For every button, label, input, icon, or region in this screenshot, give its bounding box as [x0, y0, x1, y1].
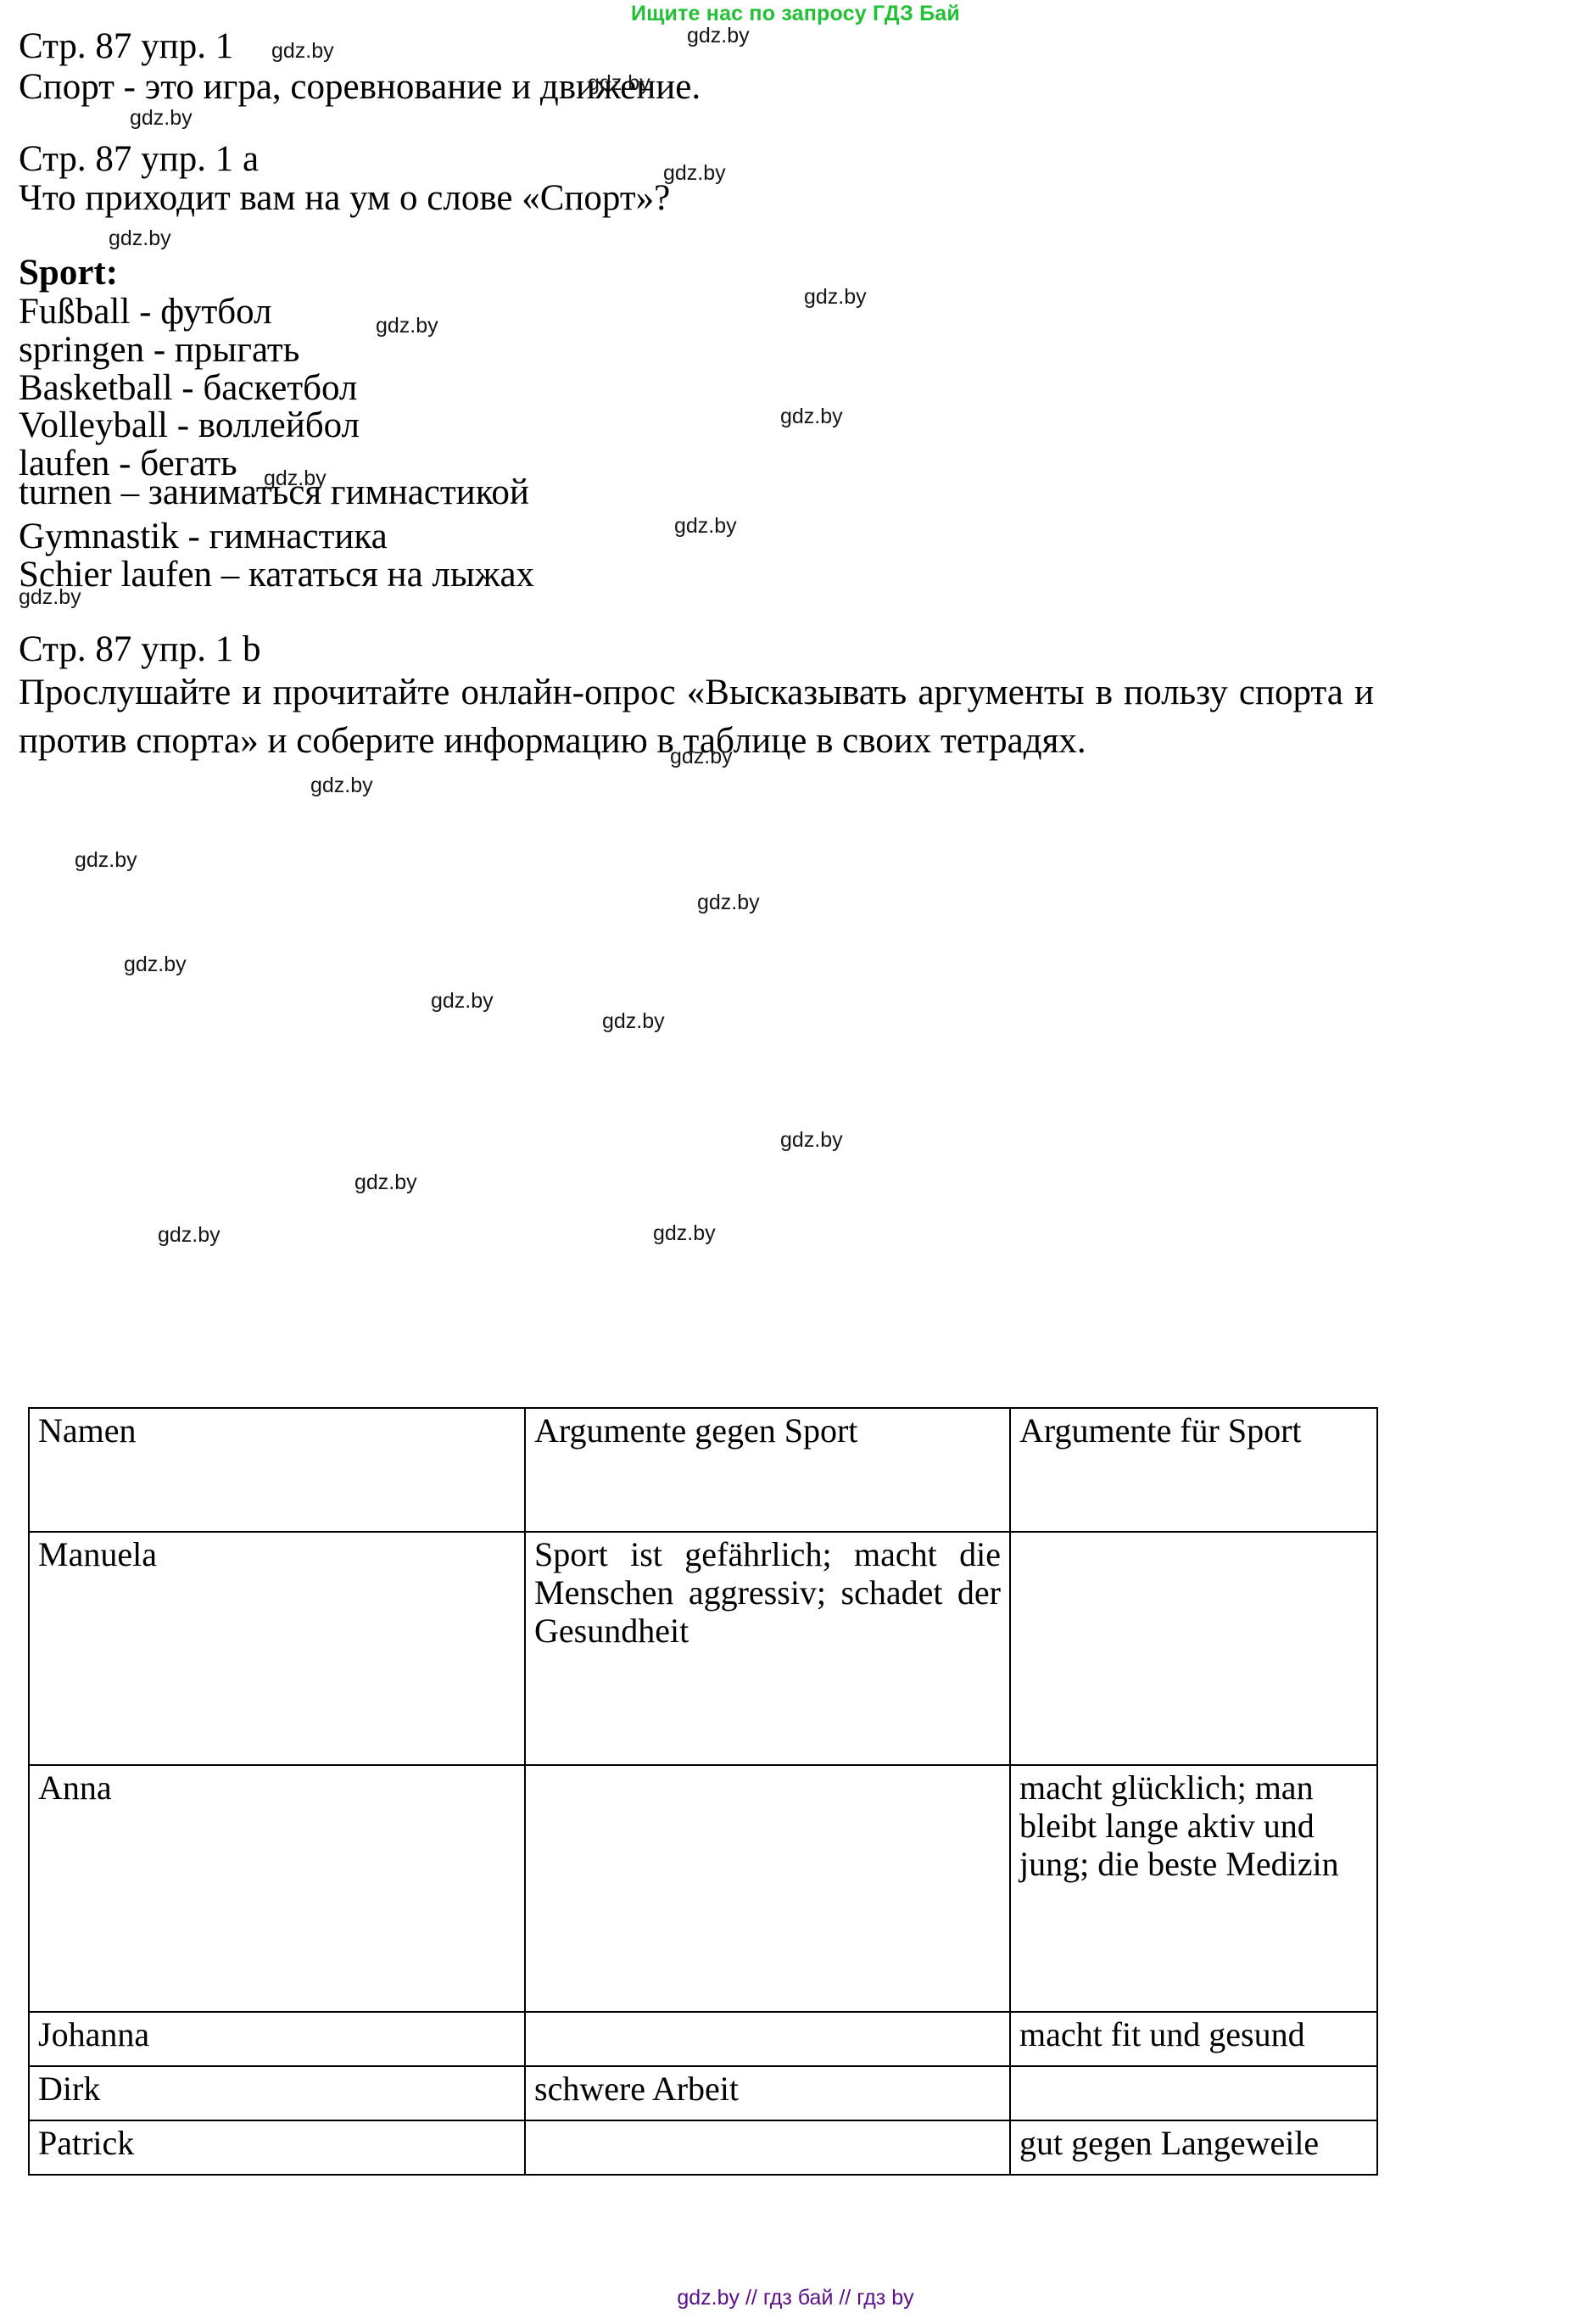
watermark-text: gdz.by — [653, 1221, 716, 1245]
exercise-1-body: Спорт - это игра, соревнование и движени… — [19, 67, 701, 107]
watermark-text: gdz.by — [124, 953, 187, 976]
table-cell-name: Johanna — [28, 2011, 526, 2067]
vocabulary-item: Fußball - футбол — [19, 292, 272, 332]
table-cell-gegen — [524, 2011, 1011, 2067]
exercise-1a-body: Что приходит вам на ум о слове «Спорт»? — [19, 178, 671, 218]
exercise-1-heading: Стр. 87 упр. 1 — [19, 26, 234, 66]
table-cell-fuer: gut gegen Langeweile — [1009, 2120, 1378, 2176]
watermark-text: gdz.by — [663, 161, 726, 185]
table-cell-fuer — [1009, 2065, 1378, 2121]
vocabulary-item: Volleyball - воллейбол — [19, 405, 360, 445]
table-cell-gegen: schwere Arbeit — [524, 2065, 1011, 2121]
table-header-cell-namen: Namen — [28, 1407, 526, 1533]
exercise-1a-heading: Стр. 87 упр. 1 a — [19, 139, 260, 179]
table-cell-gegen — [524, 2120, 1011, 2176]
watermark-text: gdz.by — [354, 1170, 417, 1194]
vocabulary-item: turnen – заниматься гимнастикой — [19, 472, 529, 512]
exercise-1b-heading: Стр. 87 упр. 1 b — [19, 629, 261, 669]
exercise-1b-body: Прослушайте и прочитайте онлайн-опрос «В… — [19, 673, 1374, 761]
site-footer: gdz.by // гдз бай // гдз by — [677, 2286, 914, 2310]
table-header-cell-fuer: Argumente für Sport — [1009, 1407, 1378, 1533]
watermark-text: gdz.by — [75, 848, 137, 872]
watermark-text: gdz.by — [376, 314, 438, 338]
watermark-text: gdz.by — [674, 514, 737, 538]
table-header-row: Namen Argumente gegen Sport Argumente fü… — [28, 1407, 1378, 1533]
watermark-text: gdz.by — [804, 285, 867, 309]
watermark-text: gdz.by — [697, 891, 760, 914]
vocabulary-item: laufen - бегать — [19, 444, 237, 483]
watermark-text: gdz.by — [109, 226, 171, 250]
survey-table-wrapper: Namen Argumente gegen Sport Argumente fü… — [28, 1407, 1378, 2176]
vocabulary-item: Schier laufen – кататься на лыжах — [19, 555, 535, 595]
watermark-text: gdz.by — [780, 405, 843, 428]
watermark-text: gdz.by — [158, 1223, 221, 1247]
table-row: Johanna macht fit und gesund — [28, 2011, 1378, 2067]
watermark-text: gdz.by — [431, 989, 494, 1013]
table-row: Anna macht glücklich; man bleibt lange a… — [28, 1764, 1378, 2013]
table-cell-name: Manuela — [28, 1531, 526, 1766]
watermark-text: gdz.by — [780, 1128, 843, 1152]
table-row: Patrick gut gegen Langeweile — [28, 2120, 1378, 2176]
table-cell-name: Dirk — [28, 2065, 526, 2121]
vocabulary-item: Gymnastik - гимнастика — [19, 517, 388, 556]
watermark-text: gdz.by — [271, 39, 334, 63]
vocabulary-item: Basketball - баскетбол — [19, 368, 358, 408]
table-header-cell-gegen: Argumente gegen Sport — [524, 1407, 1011, 1533]
watermark-text: gdz.by — [130, 106, 193, 130]
table-cell-fuer: macht fit und gesund — [1009, 2011, 1378, 2067]
vocabulary-item: springen - прыгать — [19, 330, 300, 370]
table-row: Dirk schwere Arbeit — [28, 2065, 1378, 2121]
table-cell-gegen — [524, 1764, 1011, 2013]
watermark-text: gdz.by — [602, 1009, 665, 1033]
table-cell-fuer — [1009, 1531, 1378, 1766]
promo-banner: Ищите нас по запросу ГДЗ Бай — [631, 2, 960, 25]
table-cell-gegen: Sport ist gefährlich; macht die Menschen… — [524, 1531, 1011, 1766]
watermark-text: gdz.by — [310, 774, 373, 797]
table-row: Manuela Sport ist gefährlich; macht die … — [28, 1531, 1378, 1766]
survey-table: Namen Argumente gegen Sport Argumente fü… — [28, 1407, 1378, 2176]
table-cell-name: Anna — [28, 1764, 526, 2013]
table-cell-name: Patrick — [28, 2120, 526, 2176]
vocabulary-title: Sport: — [19, 253, 119, 293]
table-cell-fuer: macht glücklich; man bleibt lange aktiv … — [1009, 1764, 1378, 2013]
watermark-text: gdz.by — [687, 24, 750, 47]
